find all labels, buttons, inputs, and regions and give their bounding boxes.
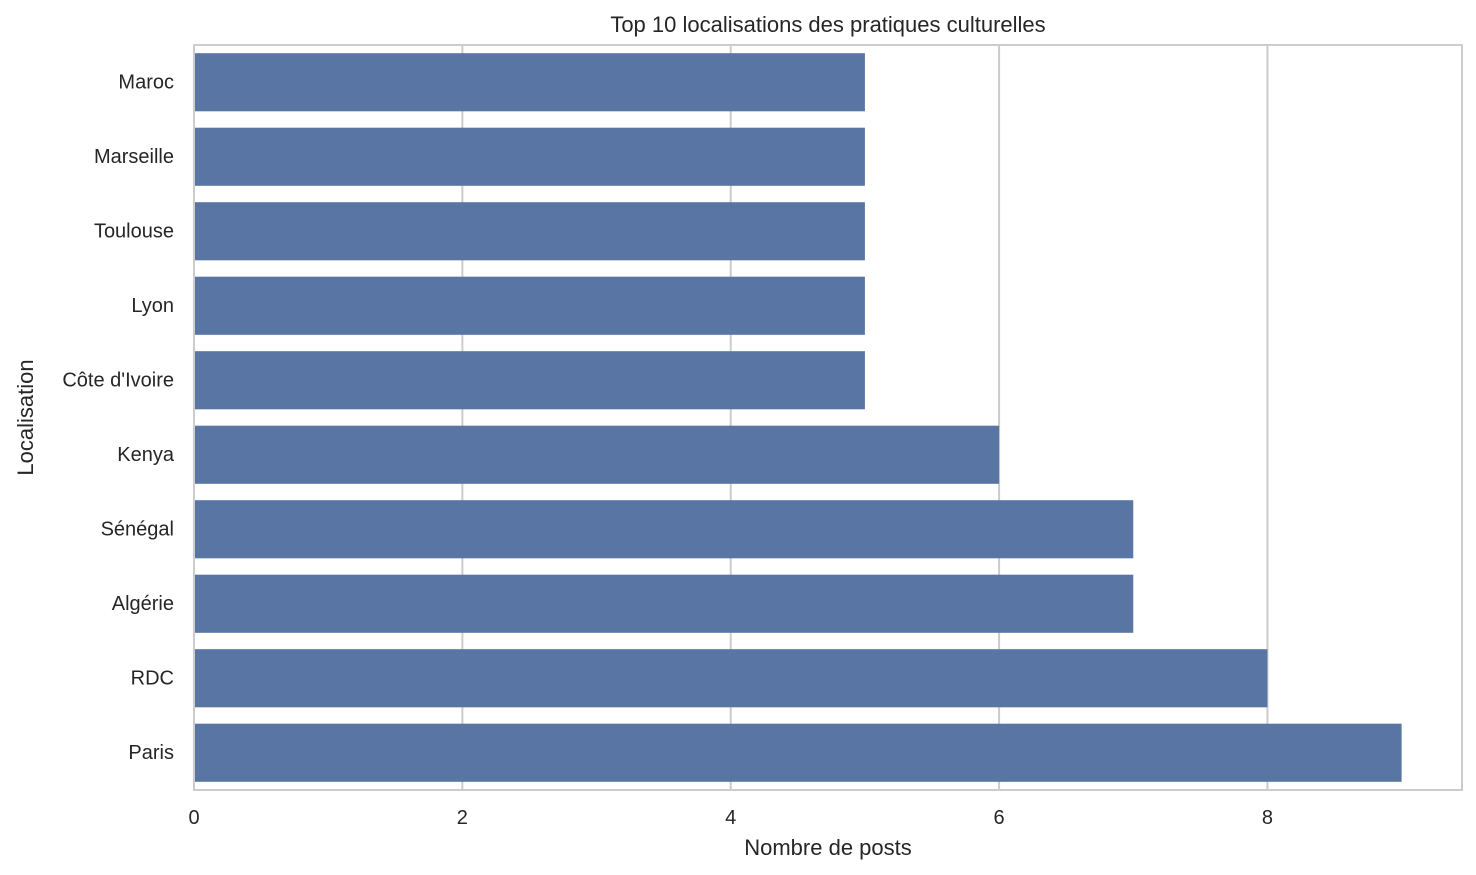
y-tick-label: RDC <box>131 667 174 689</box>
bar <box>194 276 865 335</box>
y-tick-label: Kenya <box>117 444 175 466</box>
y-tick-label: Algérie <box>112 593 174 615</box>
x-tick-labels: 0 2 4 6 8 <box>188 807 1273 829</box>
bar <box>194 425 1000 484</box>
y-tick-label: Côte d'Ivoire <box>62 369 174 391</box>
x-tick-label: 8 <box>1262 807 1273 829</box>
y-tick-label: Toulouse <box>94 220 174 242</box>
bar <box>194 351 865 410</box>
plot-frame <box>193 44 1463 791</box>
y-tick-label: Marseille <box>94 146 174 168</box>
chart-title: Top 10 localisations des pratiques cultu… <box>610 12 1045 37</box>
bar <box>194 723 1402 782</box>
x-tick-label: 0 <box>188 807 199 829</box>
bar <box>194 574 1134 633</box>
x-axis-label: Nombre de posts <box>744 835 912 860</box>
y-tick-labels: Maroc Marseille Toulouse Lyon Côte d'Ivoire K… <box>62 71 175 764</box>
bars <box>194 53 1402 782</box>
y-tick-label: Sénégal <box>101 518 174 540</box>
bar <box>194 500 1134 559</box>
x-tick-label: 2 <box>457 807 468 829</box>
bar <box>194 649 1268 708</box>
x-tick-label: 6 <box>994 807 1005 829</box>
bar <box>194 127 865 186</box>
y-tick-label: Maroc <box>118 71 174 93</box>
x-tick-label: 4 <box>725 807 736 829</box>
y-tick-label: Paris <box>128 742 174 764</box>
bar <box>194 53 865 112</box>
y-axis-label: Localisation <box>13 359 38 475</box>
y-tick-label: Lyon <box>131 295 174 317</box>
bar <box>194 202 865 261</box>
